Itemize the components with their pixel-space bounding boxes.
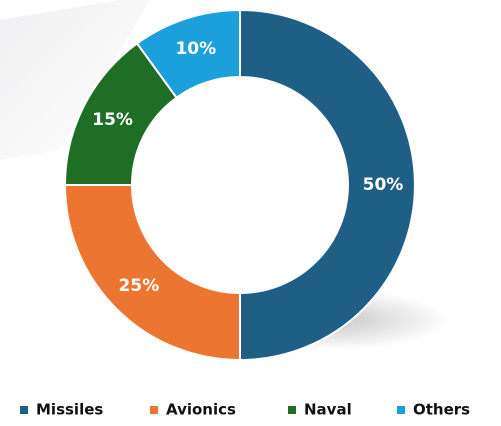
legend-swatch [288,406,296,414]
slice [135,8,241,100]
data-label: 25% [119,276,160,296]
data-label: 50% [363,175,404,195]
data-label: 15% [92,110,133,130]
legend-swatch [150,406,158,414]
slice [239,8,416,362]
legend-label: Avionics [166,401,236,419]
background-image [0,0,150,160]
slice [63,184,241,362]
legend-swatch [397,406,405,414]
data-label: 10% [175,39,216,59]
legend-label: Naval [304,401,352,419]
legend-swatch [20,406,28,414]
legend-label: Others [413,401,470,419]
legend-label: Missiles [36,401,103,419]
